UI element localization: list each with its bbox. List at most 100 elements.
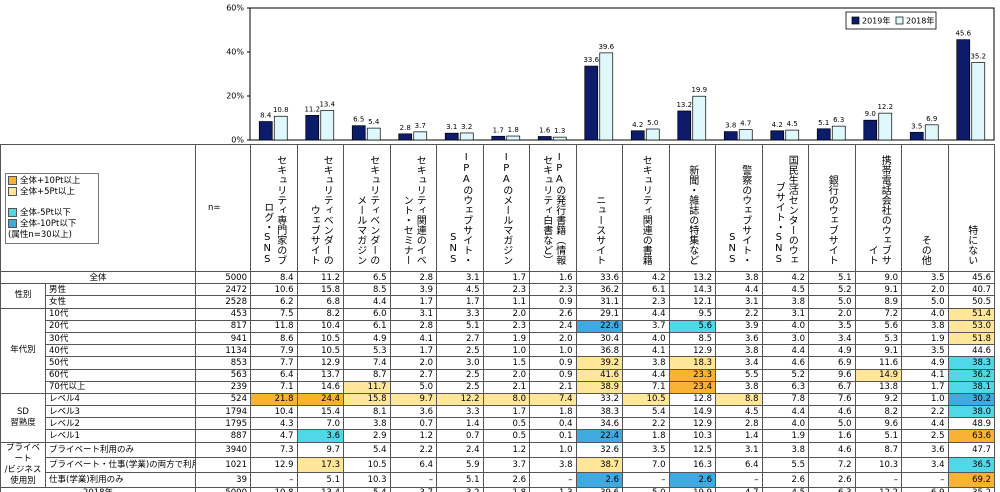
value-cell: 8.8: [715, 392, 763, 407]
n-cell: 2528: [195, 295, 251, 309]
category-label: ニュースサイト: [593, 195, 605, 265]
category-label: 携帯電話会社のウェブサイト: [866, 155, 891, 265]
value-cell: 51.4: [947, 307, 995, 321]
value-cell: 6.2: [250, 295, 298, 309]
bar: [785, 129, 800, 141]
value-cell: 1.0: [529, 441, 577, 458]
row-label: プライベート・仕事(学業)の両方で利用: [45, 456, 196, 473]
bar: [738, 129, 753, 141]
value-cell: 10.4: [250, 405, 298, 419]
value-cell: 6.4: [715, 456, 763, 473]
value-cell: 7.7: [250, 356, 298, 370]
value-cell: 15.8: [296, 283, 344, 297]
value-cell: 3.1: [761, 307, 809, 321]
value-cell: 10.8: [250, 486, 298, 492]
value-cell: 4.9: [808, 344, 856, 358]
value-cell: 2.8: [389, 319, 437, 333]
value-cell: 3.5: [808, 319, 856, 333]
value-cell: 5.5: [715, 368, 763, 382]
value-cell: 3.4: [901, 456, 949, 473]
value-cell: 7.1: [622, 380, 670, 394]
value-cell: 5.0: [808, 417, 856, 431]
value-cell: 5.1: [854, 429, 902, 443]
row-label: レベル3: [45, 405, 196, 419]
legend-swatch: [895, 16, 904, 25]
category-label: セキュリティベンダーのメールマガジン: [354, 155, 379, 265]
highlight-swatch: [8, 219, 17, 228]
value-cell: 63.6: [947, 429, 995, 443]
value-cell: 1.5: [482, 356, 530, 370]
value-cell: 14.6: [296, 380, 344, 394]
value-cell: 11.7: [343, 380, 391, 394]
value-cell: 17.3: [296, 456, 344, 473]
table-row: 年代別 10代 453 7.5 8.2 6.0 3.1 3.3 2.0 2.6 29.1 4.4 9.5…: [0, 307, 995, 394]
n-cell: 239: [195, 380, 251, 394]
row-label: レベル4: [45, 392, 196, 407]
category-header: 新聞・雑誌の特集など: [668, 144, 716, 272]
highlight-swatch: [8, 187, 17, 196]
value-cell: 32.6: [575, 441, 623, 458]
n-cell: 1134: [195, 344, 251, 358]
value-cell: –: [622, 471, 670, 488]
category-label: セキュリティベンダーのウェブサイト: [308, 155, 333, 265]
value-cell: 2.6: [575, 471, 623, 488]
row-label: 50代: [45, 356, 196, 370]
value-cell: –: [715, 471, 763, 488]
value-cell: 5.6: [854, 319, 902, 333]
value-cell: 4.9: [343, 331, 391, 346]
value-cell: 29.1: [575, 307, 623, 321]
value-cell: –: [389, 471, 437, 488]
value-cell: 4.1: [622, 344, 670, 358]
value-label: 4.2: [632, 121, 643, 129]
value-cell: 8.5: [343, 283, 391, 297]
value-cell: 4.0: [761, 319, 809, 333]
n-cell: 3940: [195, 441, 251, 458]
value-cell: 12.9: [668, 417, 716, 431]
value-cell: 1.7: [901, 380, 949, 394]
value-label: 5.0: [647, 119, 658, 127]
table-row: 30代 941 8.6 10.5 4.9 4.1 2.7 1.9 2.0 30.4 4.0 8.5 3.…: [1, 331, 995, 346]
bar: [506, 135, 521, 141]
row-label: レベル2: [45, 417, 196, 431]
value-cell: 4.4: [343, 295, 391, 309]
value-cell: 11.8: [250, 319, 298, 333]
value-cell: 12.1: [668, 295, 716, 309]
value-cell: 4.0: [622, 331, 670, 346]
value-cell: 7.8: [761, 392, 809, 407]
value-cell: 1.7: [482, 405, 530, 419]
table-row: 60代 563 6.4 13.7 8.7 2.7 2.5 2.0 0.9 41.6 4.4 23.3 5…: [1, 368, 995, 382]
value-cell: 48.9: [947, 417, 995, 431]
row-label: 60代: [45, 368, 196, 382]
value-cell: 1.8: [482, 486, 530, 492]
n-cell: 887: [195, 429, 251, 443]
value-label: 3.8: [725, 122, 736, 130]
row-label: 40代: [45, 344, 196, 358]
n-header-text: n=: [208, 203, 221, 213]
value-cell: 7.4: [529, 392, 577, 407]
value-label: 35.2: [970, 53, 986, 61]
highlight-label: 全体+10Pt以上: [20, 176, 81, 186]
value-cell: 23.4: [668, 380, 716, 394]
value-cell: 10.5: [296, 344, 344, 358]
value-cell: 2.8: [715, 417, 763, 431]
category-label: 特にない: [965, 225, 977, 265]
table-row: 性別 男性 2472 10.6 15.8 8.5 3.9 4.5 2.3 2.3 36.2 6.1 14…: [0, 283, 995, 309]
value-cell: 8.6: [250, 331, 298, 346]
value-cell: 1.0: [901, 392, 949, 407]
value-cell: 3.6: [901, 441, 949, 458]
category-header: セキュリティ関連のイベント・セミナー: [389, 144, 437, 272]
bar: [863, 119, 878, 141]
value-cell: 2.3: [529, 283, 577, 297]
bar: [398, 133, 413, 141]
value-cell: 33.2: [575, 392, 623, 407]
value-cell: 7.0: [296, 417, 344, 431]
value-cell: 8.4: [250, 270, 298, 285]
value-cell: 7.2: [854, 307, 902, 321]
value-cell: 2.8: [389, 270, 437, 285]
table-row: 20代 817 11.8 10.4 6.1 2.8 5.1 2.3 2.4 22.6 3.7 5.6 3…: [1, 319, 995, 333]
category-label: その他: [919, 235, 931, 265]
row-label: 20代: [45, 319, 196, 333]
value-cell: 12.9: [296, 356, 344, 370]
highlight-legend-item: 全体-10Pt以下: [8, 219, 96, 230]
value-cell: 3.8: [622, 356, 670, 370]
